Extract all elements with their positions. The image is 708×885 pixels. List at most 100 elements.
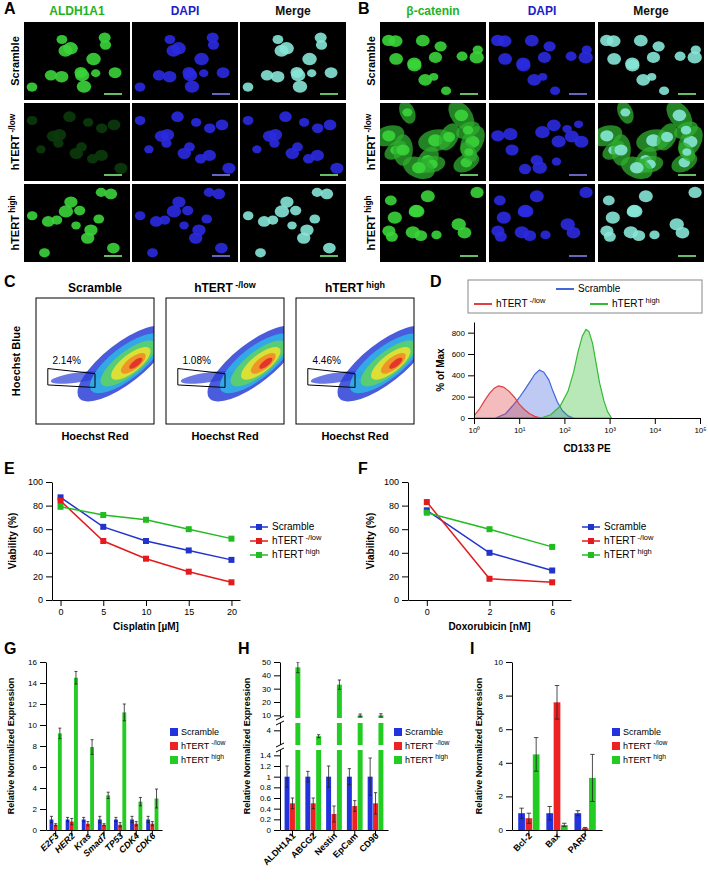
x-axis-tick-label: 10 [141, 607, 151, 617]
error-bar [86, 822, 89, 826]
y-axis-tick-mark [46, 576, 52, 577]
cell-nucleus [57, 35, 68, 44]
micrograph-background [132, 22, 238, 100]
density-blob [388, 356, 404, 371]
cell-nucleus [243, 83, 254, 92]
y-axis-tick: 30 [262, 685, 280, 694]
y-axis-tick: 1 [267, 773, 280, 782]
y-axis-tick-label: 2 [499, 792, 504, 801]
micrograph [132, 22, 238, 100]
cell-nucleus [457, 52, 468, 61]
plot-background [36, 298, 154, 424]
cell-nucleus [312, 188, 323, 197]
cell-nucleus [55, 71, 69, 83]
y-axis-tick: 20 [33, 572, 52, 582]
legend-swatch [170, 728, 178, 736]
x-axis-tick-label: 15 [184, 607, 194, 617]
y-axis-tick-label: 60 [33, 525, 43, 535]
legend-item: hTERT high [590, 296, 660, 309]
cell-nucleus [99, 32, 111, 42]
cell-nucleus [632, 230, 645, 241]
cell-nucleus [184, 142, 195, 151]
gate-label: 1.08% [183, 355, 211, 366]
y-axis-tick-mark [274, 830, 280, 831]
cell-nucleus [204, 188, 215, 197]
y-axis-tick-mark [506, 796, 512, 797]
cell-nucleus [527, 74, 541, 86]
cell-nucleus [388, 212, 402, 224]
cell-nucleus [215, 243, 228, 254]
y-axis-tick: 16 [28, 658, 46, 667]
y-axis-tick-label: 0.6 [260, 794, 272, 803]
x-axis-tick-label: 10⁰ [469, 426, 481, 435]
y-axis-title: Viability (%) [7, 513, 18, 570]
x-axis-tick-mark [189, 600, 190, 606]
x-axis-tick: 10⁴ [649, 418, 662, 435]
x-axis-title: Hoechst Red [61, 430, 128, 442]
panel-letter: A [4, 0, 16, 17]
cell-nucleus [676, 227, 690, 239]
legend-item: hTERT high [612, 753, 666, 765]
cell-nucleus [243, 116, 254, 125]
series-line [61, 501, 232, 582]
cell-cytoplasm [614, 103, 637, 126]
error-bar [107, 792, 110, 798]
axis-break [272, 718, 388, 723]
legend: ScramblehTERT -/lowhTERT high [612, 727, 668, 765]
error-bar [374, 793, 377, 814]
y-axis-tick-label: 100 [384, 477, 399, 487]
cell-nucleus [498, 35, 512, 47]
cell-nucleus [252, 145, 261, 153]
bar [305, 777, 310, 830]
x-axis-tick-label: ABCG2 [289, 831, 318, 860]
x-axis-tick: PARP [566, 830, 590, 855]
y-axis: 020406080100 [28, 477, 53, 605]
cell-nucleus [547, 119, 561, 131]
legend-marker [256, 552, 262, 558]
x-axis-tick-mark [700, 418, 701, 424]
error-bar [58, 728, 61, 739]
density-blob [224, 333, 284, 394]
legend-marker [588, 524, 594, 530]
cell-nucleus [307, 69, 316, 77]
histogram-area [474, 386, 541, 418]
x-axis: ALDH1A1ABCG2NestinEpCamCD90 [261, 830, 388, 867]
error-bar [91, 740, 94, 755]
cell-nucleus [494, 196, 506, 206]
y-axis-tick: 12 [28, 700, 46, 709]
error-bar [353, 801, 356, 812]
density-blob [106, 342, 154, 386]
y-axis-tick: 0 [38, 595, 52, 605]
cell-nucleus [519, 205, 534, 217]
legend-item: hTERT high [582, 547, 652, 560]
y-axis-tick: 20 [262, 698, 280, 707]
y-axis-title: Relative Normalized Expression [6, 678, 16, 815]
cell-nucleus [396, 144, 409, 155]
y-axis-line [52, 483, 53, 601]
cell-nucleus [243, 211, 254, 220]
plot-area [58, 494, 235, 585]
cell-nucleus [64, 196, 77, 207]
legend-swatch [394, 756, 402, 764]
cell-nucleus [315, 32, 327, 42]
cell-nucleus [330, 163, 343, 174]
cell-nucleus [271, 71, 285, 83]
cell-nucleus [691, 45, 701, 54]
error-bar [519, 808, 523, 818]
cell-nucleus [39, 248, 50, 257]
y-axis-tick: 40 [262, 671, 280, 680]
legend-line [474, 303, 492, 305]
x-axis-tick-label: 0 [425, 607, 430, 617]
cell-nucleus [171, 111, 184, 122]
y-axis-tick-mark [274, 702, 280, 703]
error-bar [147, 816, 150, 822]
cell-nucleus [443, 132, 455, 142]
y-axis-line [512, 663, 513, 831]
cell-nucleus [614, 144, 627, 155]
cell-nucleus [107, 243, 120, 254]
y-axis-tick: 400 [452, 371, 474, 380]
cell-nucleus [213, 189, 226, 200]
series-line [427, 502, 552, 582]
x-axis: E2F3HER2KrasSmad7TP53CDK4CDK6 [38, 830, 162, 859]
y-axis-tick-label: 1.2 [260, 762, 272, 771]
